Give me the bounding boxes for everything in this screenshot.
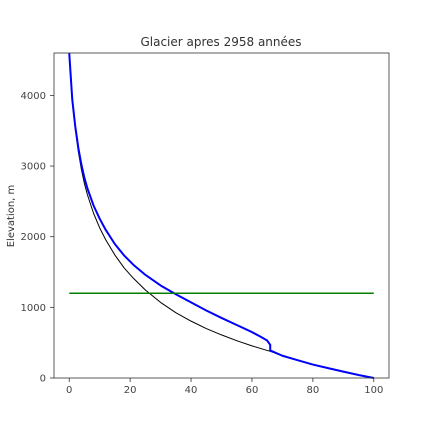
x-tick-label: 20 [124,385,137,396]
series-layer [68,52,374,379]
y-tick-label: 0 [40,374,46,385]
x-axis-ticks: 0 20 40 60 80 100 [66,378,383,396]
y-tick-label: 4000 [21,91,46,102]
x-tick-label: 0 [66,385,72,396]
y-axis-label: Elevation, m [6,185,17,248]
x-tick-label: 40 [185,385,198,396]
x-tick-label: 100 [364,385,383,396]
x-tick-label: 80 [306,385,319,396]
bed-profile-line [68,52,374,379]
chart-title: Glacier apres 2958 années [140,35,301,49]
y-tick-label: 3000 [21,162,46,173]
x-tick-label: 60 [246,385,259,396]
y-axis-ticks: 0 1000 2000 3000 4000 [21,91,54,385]
y-tick-label: 2000 [21,232,46,243]
plot-frame [53,52,390,379]
glacier-surface-line [68,52,374,379]
y-tick-label: 1000 [21,303,46,314]
